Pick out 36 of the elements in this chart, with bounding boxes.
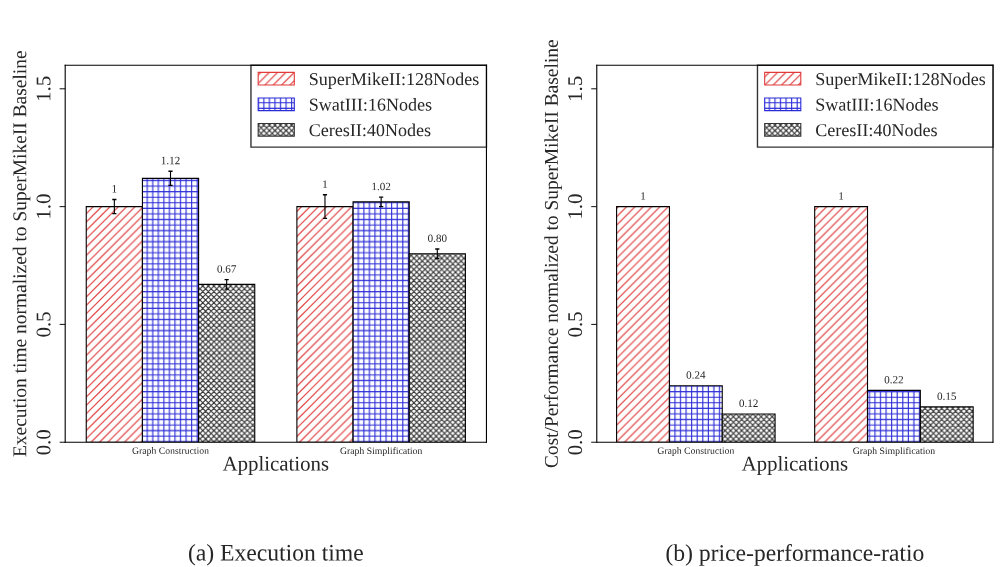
data-label: 0.67	[217, 265, 237, 273]
legend-label: SwatIII:16Nodes	[816, 98, 938, 111]
text: (a) Execution time	[189, 544, 363, 566]
legend-label: CeresII:40Nodes	[309, 123, 431, 137]
data-label: 0.15	[937, 392, 957, 400]
data-label: 1	[641, 192, 646, 200]
legend-label: SwatIII:16Nodes	[309, 98, 432, 111]
x-axis-title: Applications	[741, 456, 848, 475]
data-label: 0.24	[686, 371, 706, 379]
data-label: 0.80	[428, 234, 447, 243]
legend-label: SuperMikeII:128Nodes	[816, 72, 986, 89]
y-tick-label: 1.5	[568, 76, 583, 100]
y-tick-label: 1.5	[36, 76, 51, 100]
x-tick-label: Graph Simplification	[853, 447, 935, 457]
x-tick-label: Graph Simplification	[340, 447, 423, 457]
data-label: 1.02	[372, 182, 391, 191]
y-tick-label: 1.0	[568, 194, 583, 218]
legend-label: SuperMikeII:128Nodes	[309, 72, 479, 89]
x-tick-label: Graph Construction	[132, 447, 209, 456]
data-label: 1	[323, 180, 328, 188]
y-tick-label: 0.5	[568, 312, 583, 337]
y-axis-title: Cost/Performance normalized to SuperMikeII Baseline	[544, 40, 562, 468]
y-tick-label: 0.5	[36, 312, 51, 337]
x-axis-title: Applications	[222, 456, 329, 475]
y-tick-label: 0.0	[568, 430, 583, 455]
data-label: 1	[839, 192, 844, 200]
text: (b) price-performance-ratio	[666, 544, 924, 566]
x-tick-label: Graph Construction	[657, 447, 735, 456]
legend-label: CeresII:40Nodes	[815, 123, 937, 137]
data-label: 1.12	[161, 156, 180, 165]
y-axis-title: Execution time normalized to SuperMikeII Baseline	[12, 51, 31, 457]
data-label: 0.12	[739, 399, 758, 408]
y-tick-label: 0.0	[36, 430, 51, 455]
data-label: 1	[112, 185, 117, 193]
y-tick-label: 1.0	[36, 194, 51, 218]
data-label: 0.22	[884, 375, 904, 384]
